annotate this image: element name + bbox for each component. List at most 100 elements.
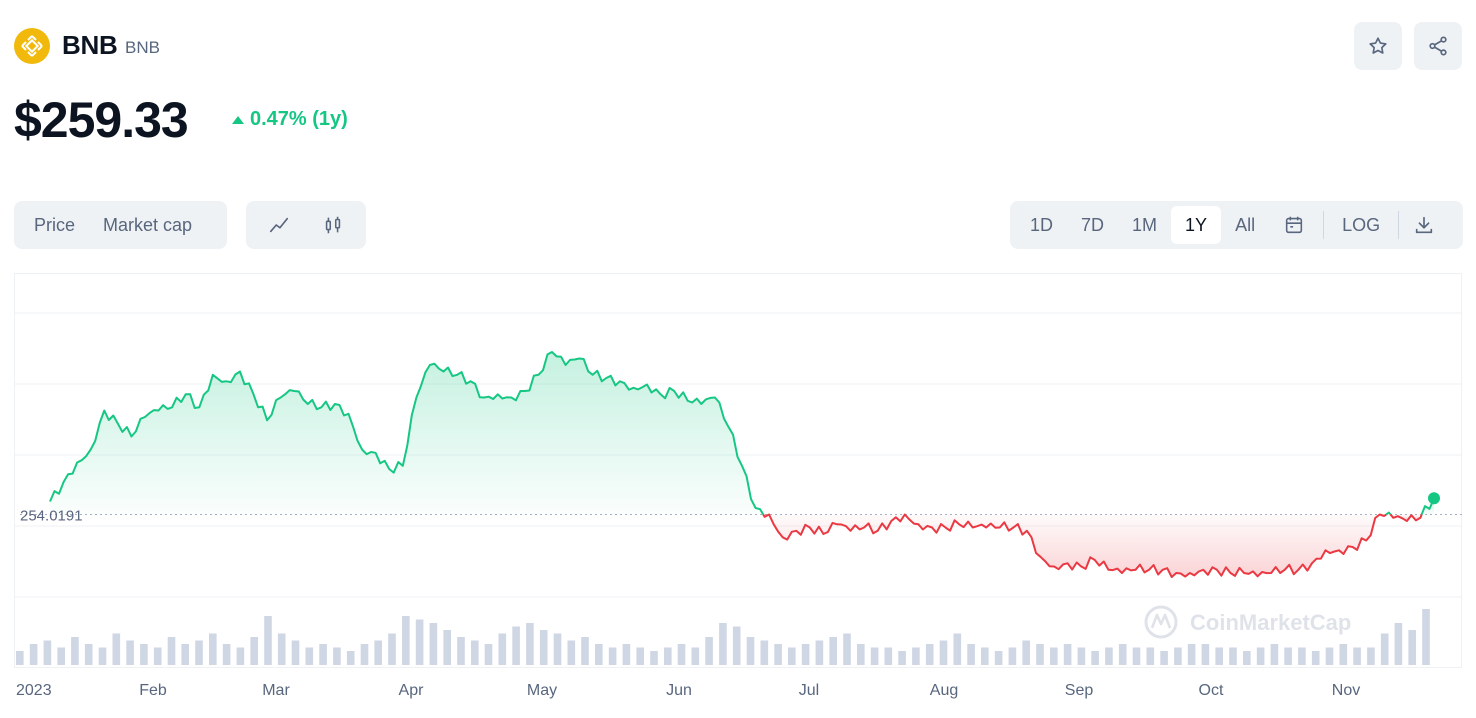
volume-bar xyxy=(1367,647,1375,665)
volume-bar xyxy=(553,633,562,665)
volume-bar xyxy=(512,626,520,665)
volume-bar xyxy=(829,637,837,665)
bnb-logo-icon xyxy=(14,28,50,64)
line-up xyxy=(1385,511,1392,516)
volume-bar xyxy=(71,637,79,665)
volume-bar xyxy=(939,640,948,665)
volume-bar xyxy=(277,633,286,665)
volume-bar xyxy=(29,644,38,665)
volume-bar xyxy=(539,630,548,665)
volume-bar xyxy=(471,640,479,665)
volume-bar xyxy=(333,647,341,665)
volume-bar xyxy=(1325,647,1334,665)
volume-bar xyxy=(57,647,65,665)
volume-bar xyxy=(360,644,369,665)
volume-bar xyxy=(953,633,962,665)
volume-bar xyxy=(181,644,189,665)
volume-bar xyxy=(1270,644,1279,665)
volume-bar xyxy=(857,644,865,665)
tab-market-cap[interactable]: Market cap xyxy=(103,214,193,235)
caret-up-icon xyxy=(232,115,244,124)
volume-bar xyxy=(1256,647,1265,665)
date-range-button[interactable] xyxy=(1269,206,1319,244)
x-axis-label: Jul xyxy=(799,682,819,699)
volume-bar xyxy=(981,647,989,665)
volume-bar xyxy=(746,637,755,665)
volume-bar xyxy=(153,647,162,665)
coin-name: BNB xyxy=(62,30,118,60)
volume-bar xyxy=(1229,647,1237,665)
volume-bar xyxy=(705,637,713,665)
x-axis-label: Nov xyxy=(1332,682,1360,699)
x-axis-label: Feb xyxy=(139,682,167,699)
volume-bar xyxy=(608,647,617,665)
volume-bar xyxy=(1036,644,1044,665)
volume-bar xyxy=(595,644,603,665)
volume-bar xyxy=(112,633,121,665)
volume-bar xyxy=(912,647,920,665)
volume-bar xyxy=(1215,647,1223,665)
range-1y[interactable]: 1Y xyxy=(1171,206,1222,244)
volume-bar xyxy=(222,644,231,665)
log-scale-button[interactable]: LOG xyxy=(1342,214,1381,235)
range-7d[interactable]: 7D xyxy=(1081,214,1105,235)
volume-bar xyxy=(16,651,24,665)
price-change: 0.47% (1y) xyxy=(232,108,348,131)
volume-bar xyxy=(1077,647,1086,665)
baseline-label: 254.0191 xyxy=(20,507,83,524)
volume-bar xyxy=(1174,647,1182,665)
volume-bar xyxy=(346,651,355,665)
volume-bar xyxy=(884,647,893,665)
volume-bar xyxy=(526,623,534,665)
volume-bar xyxy=(1380,633,1389,665)
volume-bar xyxy=(1118,644,1127,665)
range-1m[interactable]: 1M xyxy=(1132,214,1158,235)
candlestick-icon xyxy=(325,216,341,234)
volume-bars xyxy=(16,609,1430,665)
tab-price[interactable]: Price xyxy=(34,214,76,235)
volume-bar xyxy=(898,651,906,665)
volume-bar xyxy=(870,647,879,665)
x-axis-labels: 2023 Feb Mar Apr May Jun Jul Aug Sep Oct Nov xyxy=(16,682,1360,699)
volume-bar xyxy=(1422,609,1430,665)
candlestick-button[interactable] xyxy=(308,206,358,244)
volume-bar xyxy=(760,640,769,665)
volume-bar xyxy=(1008,647,1017,665)
volume-bar xyxy=(843,633,851,665)
volume-bar xyxy=(1132,647,1141,665)
share-button[interactable] xyxy=(1414,22,1462,70)
volume-bar xyxy=(98,647,107,665)
x-axis-label: Oct xyxy=(1199,682,1224,699)
watchlist-button[interactable] xyxy=(1354,22,1402,70)
download-button[interactable] xyxy=(1403,206,1445,244)
x-axis-label: Jun xyxy=(666,682,692,699)
volume-bar xyxy=(815,640,824,665)
volume-bar xyxy=(374,640,382,665)
volume-bar xyxy=(732,626,741,665)
volume-bar xyxy=(429,623,438,665)
volume-bar xyxy=(677,644,686,665)
coin-symbol: BNB xyxy=(125,38,160,57)
range-1d[interactable]: 1D xyxy=(1030,214,1054,235)
volume-bar xyxy=(388,633,396,665)
volume-bar xyxy=(1353,647,1361,665)
line-up xyxy=(49,351,765,515)
volume-bar xyxy=(1146,647,1155,665)
volume-bar xyxy=(1050,647,1058,665)
x-axis-label: Apr xyxy=(399,682,425,699)
volume-bar xyxy=(319,644,327,665)
share-icon xyxy=(1429,36,1447,56)
last-price-dot xyxy=(1428,492,1440,505)
volume-bar xyxy=(622,644,631,665)
download-icon xyxy=(1415,216,1433,234)
range-all[interactable]: All xyxy=(1235,214,1256,235)
x-axis-label: Aug xyxy=(930,682,958,699)
volume-bar xyxy=(250,637,258,665)
volume-bar xyxy=(774,644,782,665)
line-chart-icon xyxy=(269,217,289,233)
line-down xyxy=(762,513,1387,578)
range-toolbar: 1D 7D 1M 1Y All LOG xyxy=(1010,201,1463,249)
watermark-text: CoinMarketCap xyxy=(1190,610,1351,635)
line-chart-button[interactable] xyxy=(254,206,304,244)
